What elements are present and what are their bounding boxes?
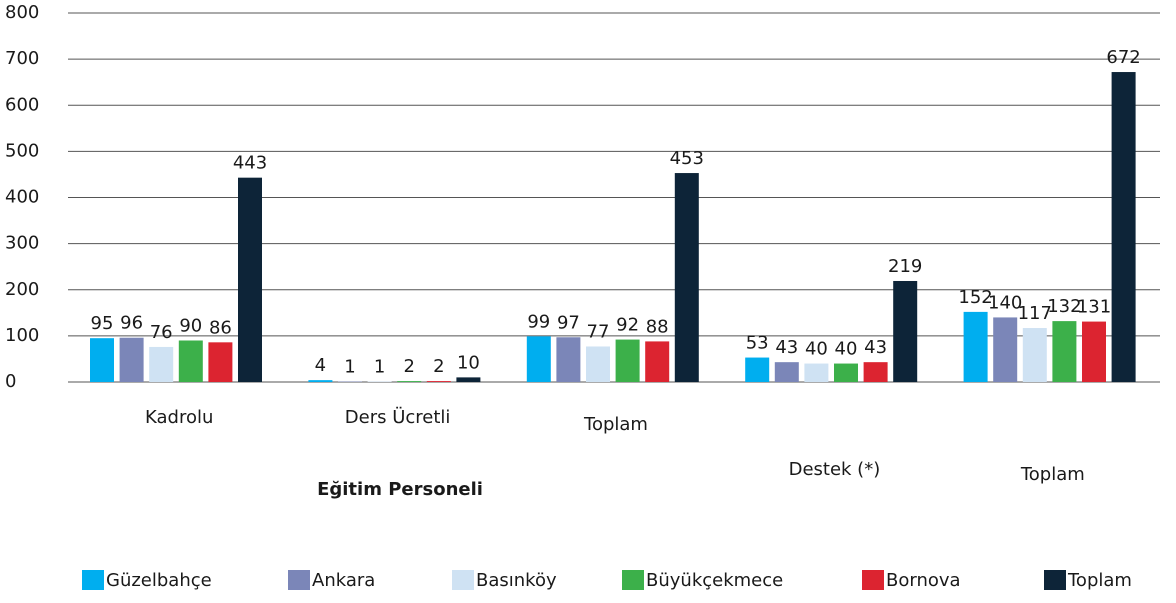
legend-swatch bbox=[288, 570, 310, 590]
bar bbox=[308, 380, 333, 382]
x-tick-label: Toplam bbox=[583, 414, 648, 435]
legend-label: Toplam bbox=[1067, 570, 1132, 591]
legend-label: Basınköy bbox=[476, 570, 557, 591]
bar bbox=[1082, 321, 1106, 382]
bar bbox=[1111, 72, 1136, 382]
value-label: 1 bbox=[374, 357, 385, 378]
bar bbox=[1022, 328, 1047, 382]
legend-swatch bbox=[862, 570, 884, 590]
y-tick-label: 200 bbox=[5, 279, 39, 300]
legend-label: Ankara bbox=[312, 570, 375, 591]
bar bbox=[615, 339, 640, 382]
value-label: 43 bbox=[775, 337, 798, 358]
value-label: 132 bbox=[1047, 296, 1081, 317]
bar bbox=[804, 363, 829, 382]
value-label: 117 bbox=[1018, 303, 1052, 324]
bar bbox=[238, 177, 262, 382]
bar bbox=[456, 377, 481, 382]
y-tick-label: 400 bbox=[5, 187, 39, 208]
bar bbox=[208, 342, 233, 382]
value-label: 40 bbox=[805, 339, 828, 360]
value-label: 97 bbox=[557, 312, 580, 333]
bar bbox=[178, 340, 203, 382]
value-label: 77 bbox=[587, 321, 610, 342]
value-label: 2 bbox=[433, 356, 444, 377]
bar bbox=[893, 280, 918, 382]
legend-label: Güzelbahçe bbox=[106, 570, 212, 591]
bar bbox=[645, 341, 670, 382]
bar bbox=[397, 381, 422, 382]
value-label: 53 bbox=[746, 333, 769, 354]
bar bbox=[963, 311, 988, 382]
bar bbox=[556, 337, 581, 382]
value-label: 99 bbox=[527, 311, 550, 332]
value-label: 76 bbox=[150, 322, 173, 343]
value-label: 95 bbox=[91, 313, 114, 334]
y-tick-label: 100 bbox=[5, 325, 39, 346]
legend-swatch bbox=[622, 570, 644, 590]
bar bbox=[90, 338, 114, 382]
y-tick-label: 600 bbox=[5, 94, 39, 115]
bar bbox=[526, 336, 551, 382]
value-label: 4 bbox=[315, 355, 326, 376]
value-label: 443 bbox=[233, 153, 267, 174]
x-tick-label: Ders Ücretli bbox=[345, 406, 451, 428]
bar bbox=[774, 362, 799, 382]
y-tick-label: 500 bbox=[5, 140, 39, 161]
legend-swatch bbox=[1044, 570, 1066, 590]
value-label: 672 bbox=[1106, 47, 1140, 68]
bar bbox=[119, 337, 144, 382]
value-label: 140 bbox=[988, 292, 1022, 313]
value-label: 2 bbox=[403, 356, 414, 377]
x-tick-label: Toplam bbox=[1020, 464, 1085, 485]
bar bbox=[993, 317, 1018, 382]
y-tick-label: 700 bbox=[5, 48, 39, 69]
bar bbox=[834, 363, 858, 382]
value-label: 152 bbox=[958, 287, 992, 308]
legend-label: Büyükçekmece bbox=[646, 570, 783, 591]
value-label: 1 bbox=[344, 357, 355, 378]
value-label: 88 bbox=[646, 316, 669, 337]
value-label: 453 bbox=[670, 148, 704, 169]
bar bbox=[426, 381, 451, 382]
y-tick-label: 0 bbox=[5, 371, 16, 392]
value-label: 131 bbox=[1077, 297, 1111, 318]
bar bbox=[1052, 321, 1077, 382]
legend-swatch bbox=[82, 570, 104, 590]
value-label: 40 bbox=[835, 339, 858, 360]
x-tick-label: Destek (*) bbox=[789, 459, 881, 480]
bar bbox=[745, 357, 770, 382]
value-label: 10 bbox=[457, 352, 480, 373]
y-tick-label: 300 bbox=[5, 233, 39, 254]
x-tick-label: Kadrolu bbox=[145, 407, 213, 428]
value-label: 96 bbox=[120, 313, 143, 334]
legend-swatch bbox=[452, 570, 474, 590]
value-label: 90 bbox=[179, 315, 202, 336]
bar bbox=[674, 173, 699, 382]
value-label: 43 bbox=[864, 337, 887, 358]
value-label: 92 bbox=[616, 315, 639, 336]
group-label: Eğitim Personeli bbox=[317, 479, 483, 500]
y-tick-label: 800 bbox=[5, 2, 39, 23]
legend-label: Bornova bbox=[886, 570, 961, 591]
bar bbox=[863, 362, 888, 382]
value-label: 219 bbox=[888, 256, 922, 277]
value-label: 86 bbox=[209, 317, 232, 338]
bar bbox=[586, 346, 610, 382]
bar bbox=[149, 346, 174, 382]
